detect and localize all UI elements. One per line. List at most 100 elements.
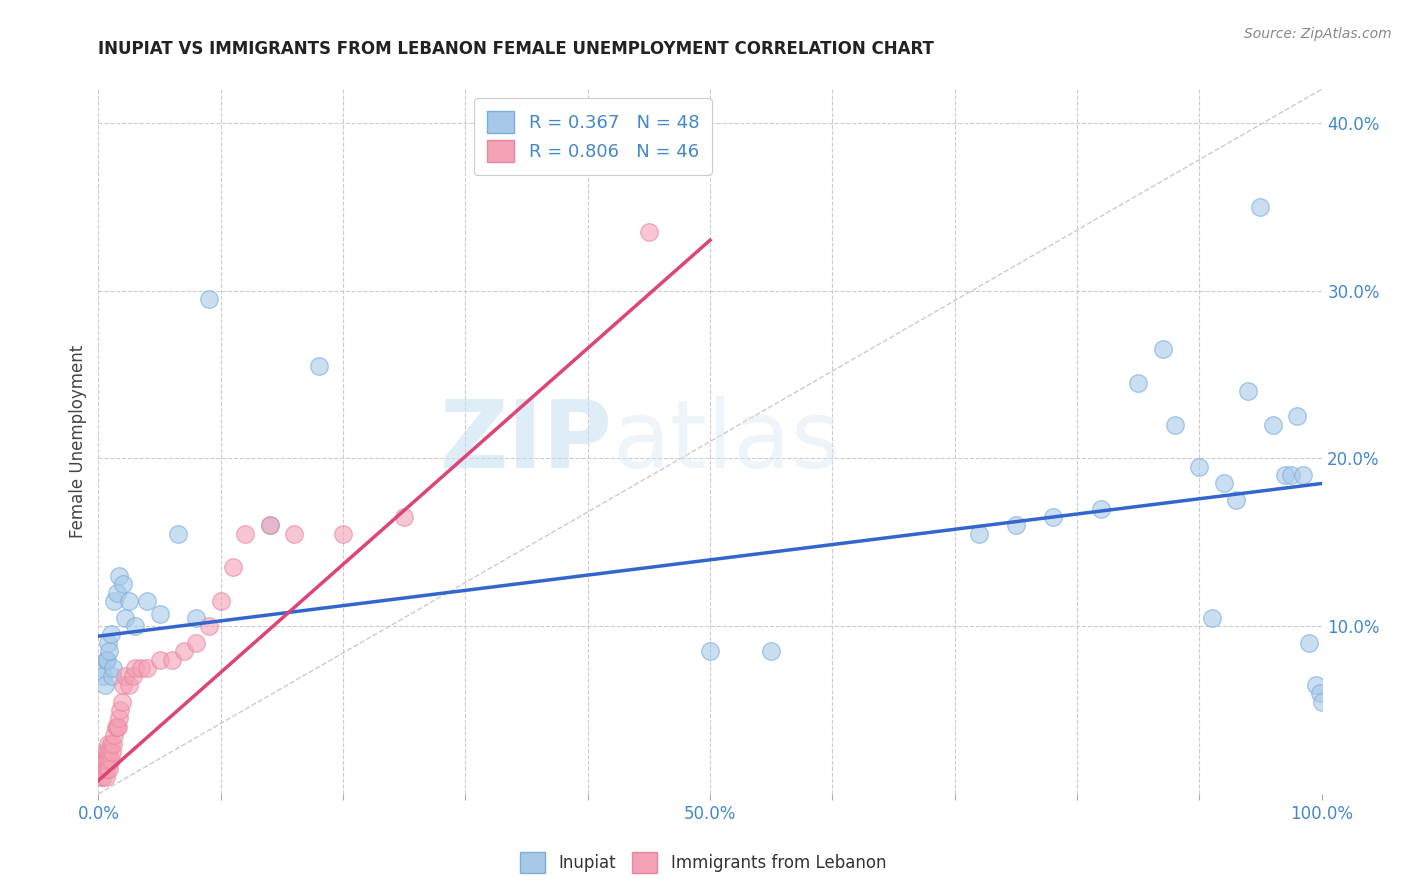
Point	[93, 678, 115, 692]
Point	[1188, 459, 1211, 474]
Point	[259, 518, 281, 533]
Y-axis label: Female Unemployment: Female Unemployment	[69, 345, 87, 538]
Point	[111, 695, 134, 709]
Point	[118, 594, 141, 608]
Point	[104, 720, 127, 734]
Point	[332, 526, 354, 541]
Point	[105, 585, 128, 599]
Point	[93, 745, 115, 759]
Point	[108, 568, 131, 582]
Point	[233, 526, 256, 541]
Point	[197, 292, 219, 306]
Point	[197, 619, 219, 633]
Point	[94, 770, 117, 784]
Point	[209, 594, 232, 608]
Point	[1128, 376, 1150, 390]
Point	[1261, 417, 1284, 432]
Point	[96, 653, 118, 667]
Point	[111, 678, 134, 692]
Point	[114, 611, 136, 625]
Point	[103, 728, 125, 742]
Point	[173, 644, 195, 658]
Text: ZIP: ZIP	[439, 395, 612, 488]
Legend: R = 0.367   N = 48, R = 0.806   N = 46: R = 0.367 N = 48, R = 0.806 N = 46	[474, 98, 711, 175]
Point	[100, 627, 122, 641]
Point	[101, 737, 124, 751]
Point	[1042, 510, 1064, 524]
Point	[118, 678, 141, 692]
Point	[94, 653, 117, 667]
Point	[149, 653, 172, 667]
Point	[136, 661, 159, 675]
Point	[167, 526, 190, 541]
Point	[111, 577, 134, 591]
Point	[108, 711, 131, 725]
Point	[91, 762, 114, 776]
Point	[100, 753, 122, 767]
Point	[98, 644, 121, 658]
Point	[129, 661, 152, 675]
Point	[1212, 476, 1234, 491]
Point	[1309, 686, 1331, 700]
Point	[96, 745, 118, 759]
Point	[105, 720, 128, 734]
Point	[1249, 200, 1271, 214]
Point	[1286, 409, 1309, 424]
Point	[1274, 468, 1296, 483]
Point	[91, 770, 114, 784]
Point	[91, 753, 114, 767]
Point	[91, 661, 114, 675]
Point	[97, 737, 120, 751]
Point	[1298, 636, 1320, 650]
Legend: Inupiat, Immigrants from Lebanon: Inupiat, Immigrants from Lebanon	[513, 846, 893, 880]
Point	[967, 526, 990, 541]
Point	[1090, 501, 1112, 516]
Point	[392, 510, 416, 524]
Point	[699, 644, 721, 658]
Point	[96, 762, 118, 776]
Point	[97, 753, 120, 767]
Text: Source: ZipAtlas.com: Source: ZipAtlas.com	[1244, 27, 1392, 41]
Point	[1152, 343, 1174, 357]
Point	[110, 703, 132, 717]
Point	[259, 518, 281, 533]
Point	[91, 669, 114, 683]
Point	[103, 594, 125, 608]
Point	[124, 661, 146, 675]
Point	[1279, 468, 1302, 483]
Point	[1164, 417, 1187, 432]
Point	[186, 636, 208, 650]
Point	[283, 526, 305, 541]
Point	[101, 745, 124, 759]
Point	[637, 225, 661, 239]
Point	[1225, 493, 1247, 508]
Text: atlas: atlas	[612, 395, 841, 488]
Point	[107, 720, 129, 734]
Point	[93, 762, 115, 776]
Point	[100, 737, 122, 751]
Point	[1292, 468, 1315, 483]
Point	[1305, 678, 1327, 692]
Point	[98, 762, 121, 776]
Point	[97, 636, 120, 650]
Point	[94, 753, 117, 767]
Point	[1237, 384, 1260, 399]
Point	[1201, 611, 1223, 625]
Point	[136, 594, 159, 608]
Point	[121, 669, 143, 683]
Point	[101, 669, 124, 683]
Point	[1310, 695, 1333, 709]
Point	[222, 560, 245, 574]
Point	[91, 753, 114, 767]
Point	[186, 611, 208, 625]
Point	[114, 669, 136, 683]
Point	[124, 619, 146, 633]
Point	[160, 653, 183, 667]
Point	[1004, 518, 1026, 533]
Point	[101, 661, 124, 675]
Text: INUPIAT VS IMMIGRANTS FROM LEBANON FEMALE UNEMPLOYMENT CORRELATION CHART: INUPIAT VS IMMIGRANTS FROM LEBANON FEMAL…	[98, 40, 935, 58]
Point	[308, 359, 330, 373]
Point	[149, 607, 172, 622]
Point	[90, 770, 112, 784]
Point	[98, 745, 121, 759]
